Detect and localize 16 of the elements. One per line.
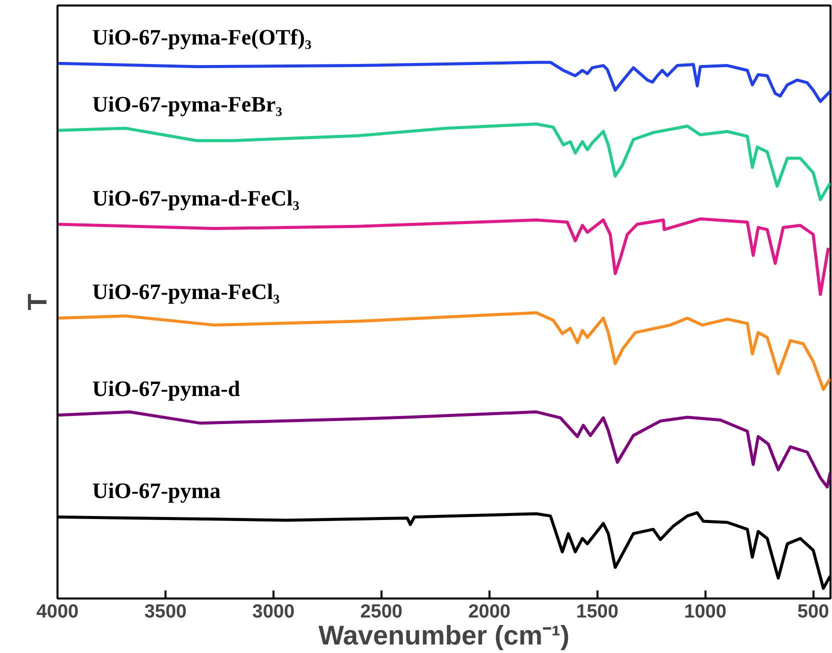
x-tick-label: 3000 bbox=[252, 602, 295, 622]
x-tick-label: 1500 bbox=[576, 602, 618, 622]
x-tick-label: 1000 bbox=[684, 602, 726, 622]
series-label: UiO-67-pyma-FeBr₃ bbox=[92, 91, 283, 116]
y-axis-title: T bbox=[22, 293, 52, 310]
x-tick-label: 2000 bbox=[468, 602, 510, 622]
x-axis-title: Wavenumber (cm⁻¹) bbox=[318, 620, 570, 650]
x-tick-label: 2500 bbox=[360, 602, 403, 622]
series-label: UiO-67-pyma-Fe(OTf)₃ bbox=[92, 24, 312, 50]
series-label: UiO-67-pyma bbox=[92, 478, 221, 504]
series-label: UiO-67-pyma-FeCl₃ bbox=[92, 279, 280, 304]
x-tick-label: 500 bbox=[797, 602, 830, 622]
series-label: UiO-67-pyma-d-FeCl₃ bbox=[92, 185, 300, 210]
x-tick-label: 4000 bbox=[36, 602, 79, 622]
x-tick-label: 3500 bbox=[144, 602, 187, 622]
series-label: UiO-67-pyma-d bbox=[92, 376, 240, 402]
